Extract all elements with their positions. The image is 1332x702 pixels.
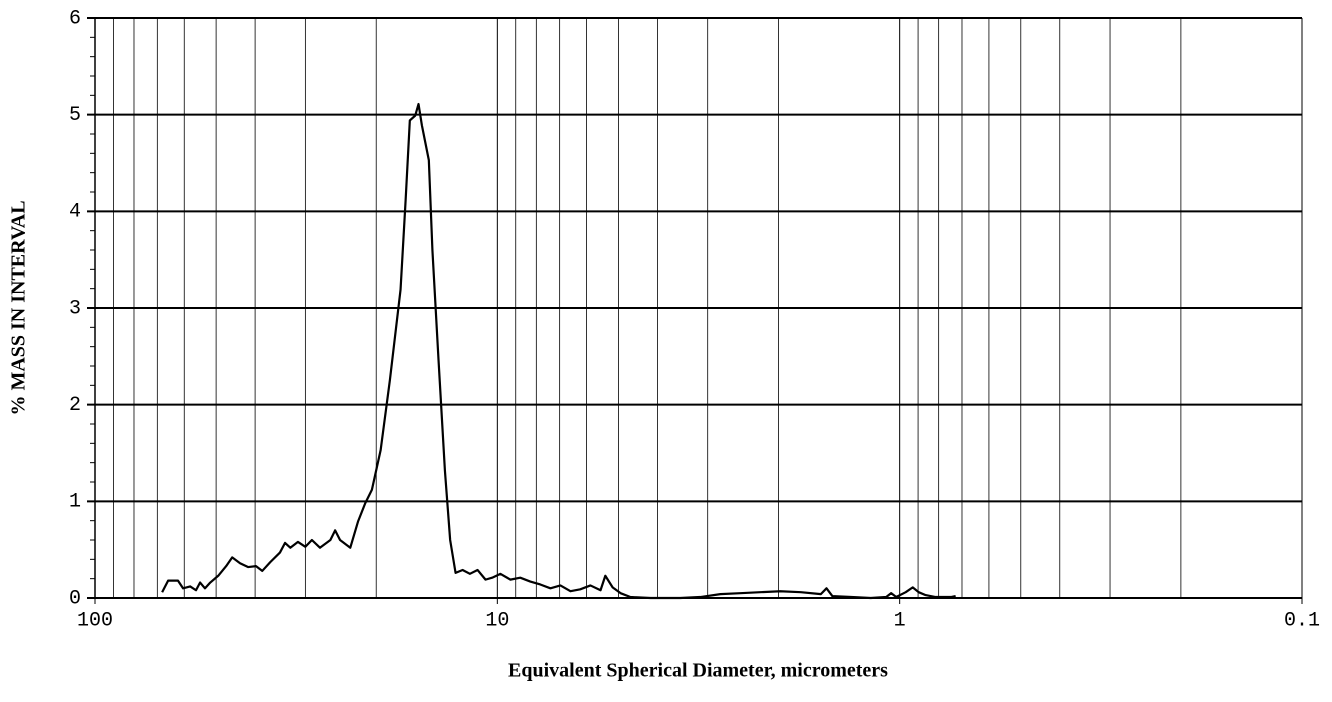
y-tick-label: 1: [69, 491, 81, 514]
x-tick-label: 1: [894, 609, 906, 632]
y-tick-label: 4: [69, 201, 81, 224]
x-axis-label: Equivalent Spherical Diameter, micromete…: [508, 660, 888, 682]
y-tick-label: 5: [69, 104, 81, 127]
x-tick-label: 10: [485, 609, 509, 632]
y-axis-label: % MASS IN INTERVAL: [8, 200, 30, 415]
y-tick-label: 0: [69, 587, 81, 610]
y-tick-label: 3: [69, 297, 81, 320]
x-tick-label: 0.1: [1284, 609, 1320, 632]
y-tick-label: 2: [69, 394, 81, 417]
data-line: [161, 102, 956, 600]
y-tick-label: 6: [69, 7, 81, 30]
x-tick-label: 100: [77, 609, 113, 632]
